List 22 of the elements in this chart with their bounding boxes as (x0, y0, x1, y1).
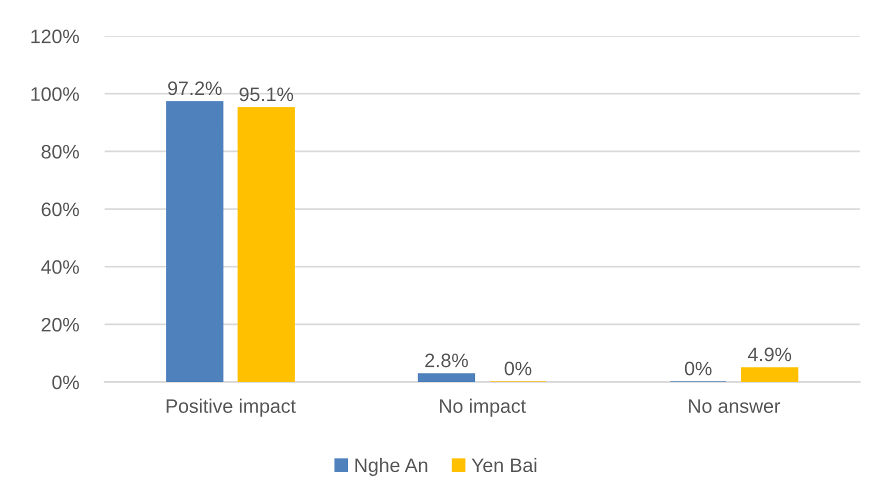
data-label: 0% (504, 362, 532, 376)
data-label: 0% (684, 362, 712, 376)
y-tick-label: 20% (42, 318, 79, 332)
legend-label: Nghe An (355, 458, 428, 476)
x-tick-label: Positive impact (166, 398, 296, 417)
legend-label: Yen Bai (472, 458, 536, 472)
bar (238, 107, 295, 382)
data-label: 97.2% (168, 81, 222, 96)
y-tick-label: 120% (31, 30, 79, 44)
x-tick-label: No impact (440, 398, 526, 417)
y-tick-label: 80% (42, 144, 79, 159)
y-tick-label: 40% (41, 260, 79, 274)
y-tick-label: 60% (42, 202, 79, 216)
y-tick-label: 0% (52, 375, 79, 390)
y-tick-label: 100% (31, 87, 79, 101)
data-label: 4.9% (748, 347, 792, 362)
bar (166, 101, 224, 382)
bar (418, 373, 476, 382)
x-tick-label: No answer (689, 399, 780, 413)
bar (741, 367, 798, 382)
data-label: 95.1% (240, 87, 294, 102)
data-label: 2.8% (425, 354, 468, 368)
